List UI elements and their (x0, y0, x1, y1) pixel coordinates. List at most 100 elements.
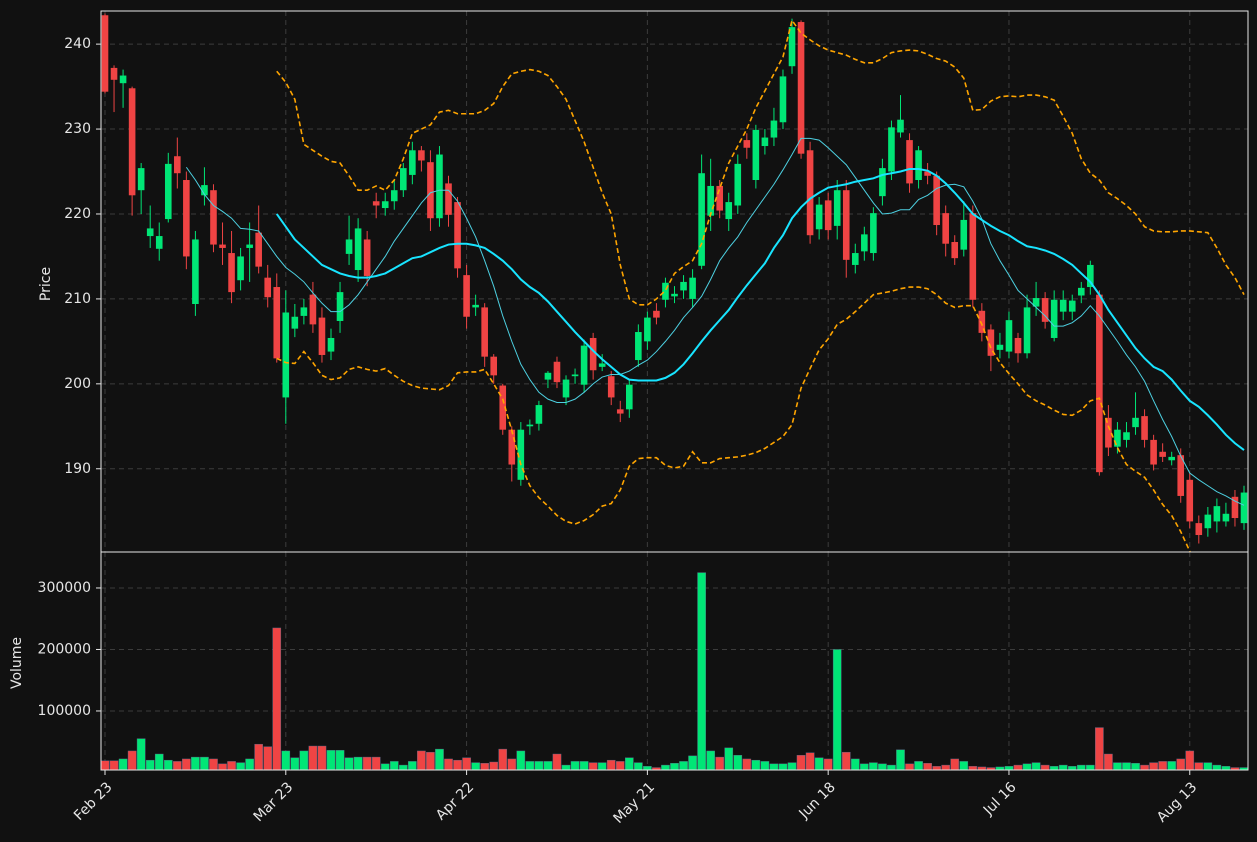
candle-body (1213, 506, 1221, 522)
candle-body (1123, 432, 1130, 440)
volume-bar (905, 763, 914, 770)
candle-body (273, 287, 281, 359)
candle-body (255, 232, 262, 267)
volume-bar (606, 759, 616, 770)
candle-body (1014, 337, 1022, 354)
volume-bar (1040, 764, 1050, 770)
candle-body (264, 277, 272, 298)
volume-bar (399, 764, 408, 770)
volume-bar (236, 762, 245, 770)
candle-body (571, 374, 579, 377)
candle-body (508, 429, 516, 465)
candle-body (987, 329, 995, 356)
volume-bar (426, 751, 435, 770)
candle-body (219, 244, 226, 248)
volume-bar (489, 761, 499, 770)
volume-bar (1067, 766, 1077, 770)
volume-bar (136, 738, 146, 770)
volume-bar (796, 755, 806, 770)
volume-bar (371, 756, 381, 770)
volume-bar (570, 761, 580, 770)
volume-bar (245, 758, 254, 770)
volume-bar (561, 764, 571, 770)
volume-bar (652, 767, 661, 770)
volume-axis-label: Volume (9, 637, 25, 689)
volume-bar (154, 753, 164, 770)
candle-body (653, 310, 660, 318)
volume-bar (471, 762, 480, 770)
candle-body (861, 234, 868, 252)
candle-body (1005, 320, 1013, 352)
candle-body (734, 163, 742, 206)
volume-bar (344, 757, 354, 770)
candle-body (1195, 523, 1203, 536)
candle-body (318, 317, 326, 355)
candle-body (201, 185, 208, 196)
candle-body (1077, 287, 1085, 296)
volume-bar (841, 751, 851, 770)
candle-body (535, 405, 543, 424)
candle-body (1240, 492, 1248, 524)
volume-bar (552, 753, 562, 770)
volume-bar (769, 763, 779, 770)
volume-bar (878, 763, 887, 770)
candle-body (553, 361, 561, 383)
volume-bar (1158, 761, 1167, 770)
volume-bar (543, 761, 553, 770)
indicator-line (276, 18, 1245, 306)
volume-bar (534, 761, 544, 770)
volume-bar (1004, 766, 1014, 770)
candle-body (1231, 496, 1239, 519)
candle-body (110, 67, 118, 80)
candle-body (788, 27, 796, 67)
candle-body (1132, 417, 1139, 428)
candle-body (146, 228, 154, 237)
candle-body (589, 337, 597, 371)
volume-bar (163, 759, 173, 770)
candle-body (752, 129, 760, 181)
volume-bar (896, 749, 905, 770)
candle-body (210, 190, 217, 245)
volume-bar (317, 745, 327, 770)
volume-bar (615, 761, 625, 770)
candle-body (490, 356, 498, 376)
candle-body (879, 168, 886, 197)
candle-body (1068, 300, 1076, 312)
y-tick-label: 200000 (38, 641, 91, 657)
volume-bar (507, 758, 517, 770)
candle-body (888, 127, 895, 172)
candle-body (526, 424, 534, 427)
candle-body (779, 76, 787, 123)
candle-body (309, 294, 317, 325)
candle-body (562, 379, 570, 398)
volume-bar (1140, 764, 1149, 770)
volume-bar (182, 758, 191, 770)
candle-body (942, 213, 949, 244)
volume-bar (389, 761, 399, 770)
volume-bar (923, 763, 932, 770)
volume-bar (670, 763, 679, 770)
candle-body (671, 293, 678, 297)
candle-body (246, 244, 253, 248)
candle-body (1023, 307, 1031, 354)
candle-body (544, 372, 552, 380)
candle-body (662, 282, 669, 300)
volume-bar (1022, 763, 1032, 770)
candle-body (725, 202, 733, 220)
candle-body (915, 150, 922, 181)
y-tick-label: 210 (64, 291, 91, 307)
candle-body (1141, 416, 1148, 440)
candle-body (1096, 294, 1103, 473)
mark-layer (101, 13, 1248, 770)
volume-bar (453, 759, 462, 770)
volume-bar (724, 747, 734, 770)
indicator-line (185, 137, 1245, 506)
volume-bar (1095, 727, 1104, 770)
candle-body (499, 385, 507, 430)
volume-bar (1122, 762, 1131, 770)
candle-body (400, 168, 407, 191)
volume-bar (1086, 764, 1095, 770)
volume-bar (218, 763, 227, 770)
candle-body (978, 310, 986, 333)
